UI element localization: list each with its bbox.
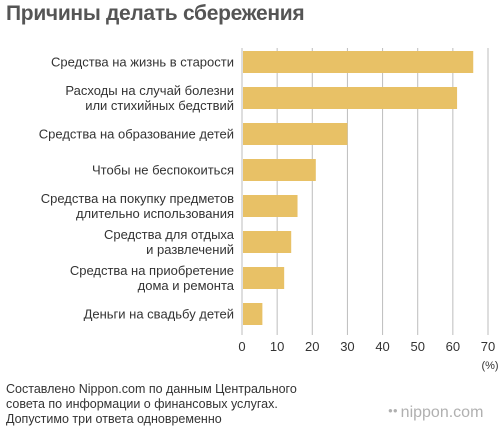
category-label: Расходы на случай болезни или стихийных б… [65,83,234,113]
x-tick-labels: 0 10 20 30 40 50 60 70 [238,339,495,354]
x-tick-label: 20 [305,339,319,354]
x-unit-label: (%) [481,360,498,372]
source-line-2: совета по информации о финансовых услуга… [6,397,278,411]
category-label: Средства на жизнь в старости [51,55,234,70]
brand-logo: ●● nippon.com [388,404,483,422]
category-label: Чтобы не беспокоиться [92,163,234,178]
category-label: Средства на приобретение дома и ремонта [70,263,235,293]
bar [243,159,316,181]
x-tick-label: 0 [238,339,245,354]
bar [243,87,458,109]
source-note: Составлено Nippon.com по данным Централь… [6,382,346,427]
category-labels: Средства на жизнь в старости Расходы на с… [39,55,235,322]
bar [243,195,298,217]
category-label: Деньги на свадьбу детей [84,307,234,322]
x-tick-label: 40 [375,339,389,354]
x-tick-label: 60 [446,339,460,354]
grid-lines [241,48,489,335]
x-tick-label: 10 [270,339,284,354]
x-tick-label: 50 [410,339,424,354]
x-tick-label: 30 [340,339,354,354]
bar [243,231,292,253]
source-line-3: Допустимо три ответа одновременно [6,412,222,426]
bar [243,51,474,73]
chart-title: Причины делать сбережения [6,2,305,25]
category-label: Средства на покупку предметов длительно и… [41,191,234,221]
brand-name: nippon.com [400,404,484,421]
bar [243,123,348,145]
x-tick-label: 70 [481,339,495,354]
bar [243,303,263,325]
brand-mark-icon: ●● [388,406,398,415]
category-label: Средства для отдыха и развлечений [104,227,235,257]
source-line-1: Составлено Nippon.com по данным Централь… [6,382,297,396]
category-label: Средства на образование детей [39,127,234,142]
bars [243,51,474,325]
bar [243,267,285,289]
